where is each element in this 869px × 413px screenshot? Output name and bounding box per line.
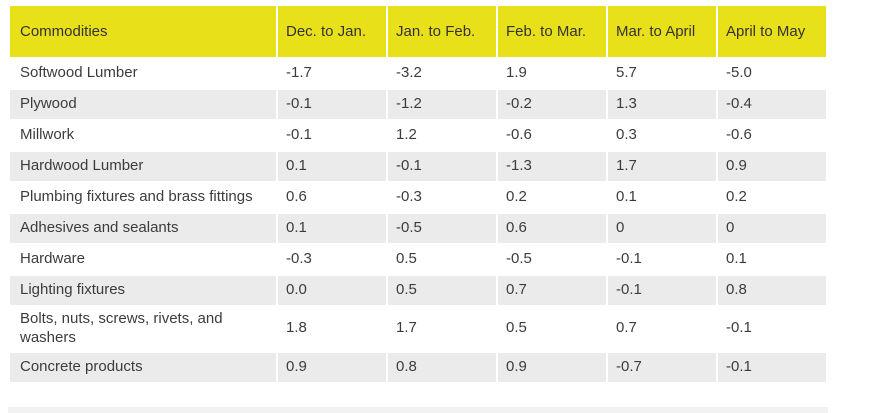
table-cell: 5.7 xyxy=(616,64,637,82)
table-row: Plywood -0.1 -1.2 -0.2 1.3 -0.4 xyxy=(10,90,826,119)
table-cell: 0.5 xyxy=(396,281,417,299)
table-cell: -0.1 xyxy=(286,95,312,113)
table-row: Softwood Lumber -1.7 -3.2 1.9 5.7 -5.0 xyxy=(10,59,826,88)
table-cell: -0.6 xyxy=(726,126,752,144)
commodities-table: Commodities Dec. to Jan. Jan. to Feb. Fe… xyxy=(8,4,828,384)
table-cell: 0.7 xyxy=(616,319,637,337)
table-cell: 1.3 xyxy=(616,95,637,113)
table-cell: -3.2 xyxy=(396,64,422,82)
table-cell: 1.8 xyxy=(286,319,307,337)
table-cell: 0.5 xyxy=(396,250,417,268)
table-row: Hardwood Lumber 0.1 -0.1 -1.3 1.7 0.9 xyxy=(10,152,826,181)
column-header-dec-to-jan: Dec. to Jan. xyxy=(278,6,386,57)
table-cell: 1.9 xyxy=(506,64,527,82)
commodity-name: Plumbing fixtures and brass fittings xyxy=(20,188,253,206)
table-cell: 0.0 xyxy=(286,281,307,299)
table-cell: -0.1 xyxy=(286,126,312,144)
table-cell: 0.2 xyxy=(726,188,747,206)
table-cell: -0.6 xyxy=(506,126,532,144)
table-row: Adhesives and sealants 0.1 -0.5 0.6 0 0 xyxy=(10,214,826,243)
table-cell: 0.5 xyxy=(506,319,527,337)
commodity-name: Concrete products xyxy=(20,357,143,375)
table-cell: 0.1 xyxy=(286,219,307,237)
commodity-name: Hardwood Lumber xyxy=(20,157,144,175)
table-cell: 0.6 xyxy=(506,219,527,237)
table-cell: 0.6 xyxy=(286,188,307,206)
table-cell: -1.7 xyxy=(286,64,312,82)
table-cell: 0.1 xyxy=(726,250,747,268)
column-header-jan-to-feb: Jan. to Feb. xyxy=(388,6,496,57)
table-cell: -0.1 xyxy=(616,250,642,268)
table-cell: 0.2 xyxy=(506,188,527,206)
column-header-feb-to-mar: Feb. to Mar. xyxy=(498,6,606,57)
table-cell: -1.2 xyxy=(396,95,422,113)
table-cell: -0.1 xyxy=(396,157,422,175)
table-cell: 0 xyxy=(726,219,735,237)
table-cell: 1.7 xyxy=(396,319,417,337)
commodity-name: Adhesives and sealants xyxy=(20,219,179,237)
table-cell: -0.4 xyxy=(726,95,752,113)
table-cell: 0.9 xyxy=(506,357,527,375)
table-cell: 0.8 xyxy=(726,281,747,299)
table-cell: 0.3 xyxy=(616,126,637,144)
table-cell: -0.2 xyxy=(506,95,532,113)
commodity-name: Softwood Lumber xyxy=(20,64,138,82)
table-cell: -1.3 xyxy=(506,157,532,175)
partial-next-row xyxy=(8,407,828,413)
table-cell: 0.7 xyxy=(506,281,527,299)
column-header-commodities: Commodities xyxy=(10,6,276,57)
table-cell: -0.3 xyxy=(286,250,312,268)
table-cell: 0.1 xyxy=(616,188,637,206)
table-cell: 0.9 xyxy=(726,157,747,175)
table-row: Lighting fixtures 0.0 0.5 0.7 -0.1 0.8 xyxy=(10,276,826,305)
table-cell: -5.0 xyxy=(726,64,752,82)
table-row: Plumbing fixtures and brass fittings 0.6… xyxy=(10,183,826,212)
table-cell: 0.1 xyxy=(286,157,307,175)
commodity-name: Millwork xyxy=(20,126,75,144)
commodities-table-container: Commodities Dec. to Jan. Jan. to Feb. Fe… xyxy=(8,4,828,384)
table-cell: -0.5 xyxy=(506,250,532,268)
header-row: Commodities Dec. to Jan. Jan. to Feb. Fe… xyxy=(10,6,826,57)
table-cell: -0.1 xyxy=(616,281,642,299)
table-cell: -0.1 xyxy=(726,319,752,337)
table-cell: -0.1 xyxy=(726,357,752,375)
table-row: Bolts, nuts, screws, rivets, and washers… xyxy=(10,307,826,351)
table-cell: 0 xyxy=(616,219,625,237)
commodity-name: Plywood xyxy=(20,95,77,113)
commodity-name: Bolts, nuts, screws, rivets, and washers xyxy=(20,310,223,346)
table-cell: -0.3 xyxy=(396,188,422,206)
table-row: Hardware -0.3 0.5 -0.5 -0.1 0.1 xyxy=(10,245,826,274)
table-row: Concrete products 0.9 0.8 0.9 -0.7 -0.1 xyxy=(10,352,826,382)
commodity-name: Hardware xyxy=(20,250,86,268)
column-header-mar-to-april: Mar. to April xyxy=(608,6,716,57)
table-cell: 0.9 xyxy=(286,357,307,375)
table-cell: 1.7 xyxy=(616,157,637,175)
table-cell: -0.5 xyxy=(396,219,422,237)
table-cell: 1.2 xyxy=(396,126,417,144)
table-cell: 0.8 xyxy=(396,357,417,375)
column-header-april-to-may: April to May xyxy=(718,6,826,57)
table-row: Millwork -0.1 1.2 -0.6 0.3 -0.6 xyxy=(10,121,826,150)
commodity-name: Lighting fixtures xyxy=(20,281,126,299)
table-cell: -0.7 xyxy=(616,357,642,375)
